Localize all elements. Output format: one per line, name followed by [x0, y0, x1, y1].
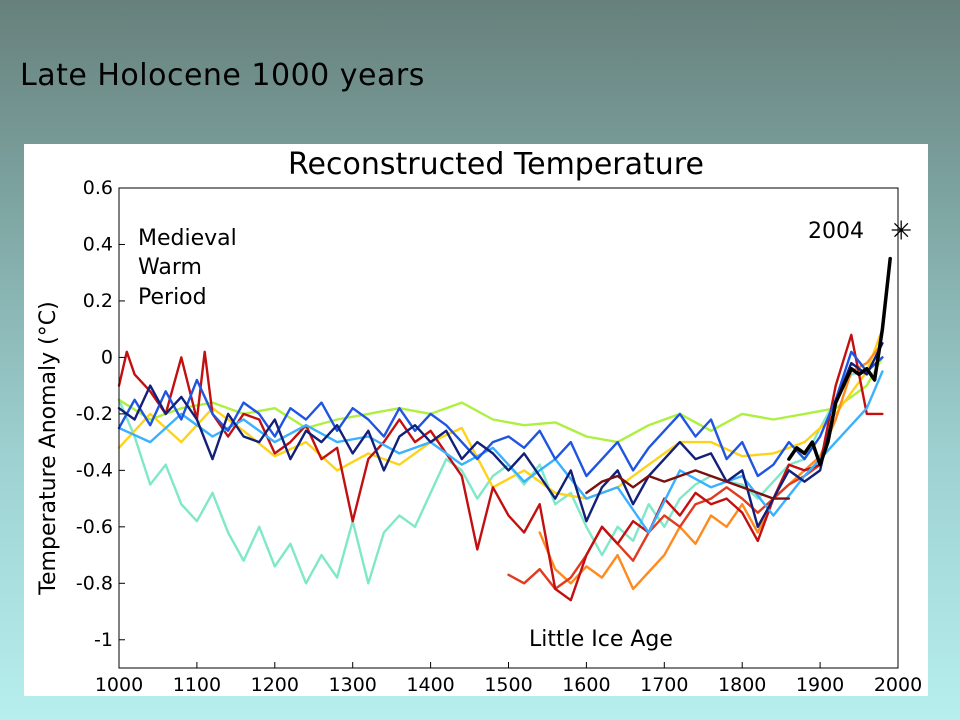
- y-tick-label: -0.4: [76, 459, 113, 481]
- y-tick-label: -0.6: [76, 516, 113, 538]
- little-ice-age-label: Little Ice Age: [529, 627, 673, 652]
- medieval-line-1: Medieval: [138, 226, 237, 251]
- series-line-3: [117, 327, 884, 500]
- chart-title: Reconstructed Temperature: [288, 147, 704, 182]
- axis-layer: 1000 1100 1200 1300 1400 1500 1600 1700 1800 1900…: [76, 177, 922, 696]
- x-tick-label: 1900: [796, 674, 844, 696]
- x-tick-label: 1800: [718, 674, 766, 696]
- y-tick-label: 0.6: [83, 177, 113, 199]
- series-line-6: [117, 333, 884, 602]
- x-tick-label: 2000: [874, 674, 922, 696]
- x-tick-label: 1700: [640, 674, 688, 696]
- temperature-chart: Reconstructed Temperature 1000 1100 1200 13…: [36, 147, 922, 696]
- series-line-5: [507, 463, 822, 591]
- series-line-11: [787, 256, 892, 467]
- x-tick-label: 1200: [251, 674, 299, 696]
- x-tick-label: 1000: [95, 674, 143, 696]
- y-axis-label: Temperature Anomaly (°C): [36, 301, 61, 595]
- chart-panel: Reconstructed Temperature 1000 1100 1200 13…: [24, 144, 928, 696]
- y-tick-label: -1: [94, 629, 113, 651]
- plot-frame: [118, 187, 899, 669]
- x-tick-label: 1100: [173, 674, 221, 696]
- x-tick-label: 1600: [562, 674, 610, 696]
- series-line-4: [538, 342, 884, 591]
- series-layer: [117, 256, 892, 602]
- x-tick-label: 1300: [329, 674, 377, 696]
- asterisk-marker-icon: ✳: [890, 216, 912, 246]
- x-tick-label: 1500: [484, 674, 532, 696]
- y-tick-label: 0: [101, 346, 113, 368]
- series-line-2: [117, 356, 884, 444]
- series-line-9: [117, 342, 884, 528]
- year-2004-label: 2004: [808, 219, 864, 244]
- series-line-1: [117, 356, 884, 585]
- medieval-line-2: Warm: [138, 255, 202, 280]
- medieval-line-3: Period: [138, 285, 207, 310]
- y-tick-label: -0.2: [76, 403, 113, 425]
- series-line-10: [585, 469, 791, 500]
- y-tick-label: 0.4: [83, 233, 113, 255]
- y-tick-label: -0.8: [76, 572, 113, 594]
- y-tick-label: 0.2: [83, 290, 113, 312]
- x-tick-label: 1400: [406, 674, 454, 696]
- slide-title: Late Holocene 1000 years: [20, 58, 425, 93]
- series-line-8: [117, 350, 884, 478]
